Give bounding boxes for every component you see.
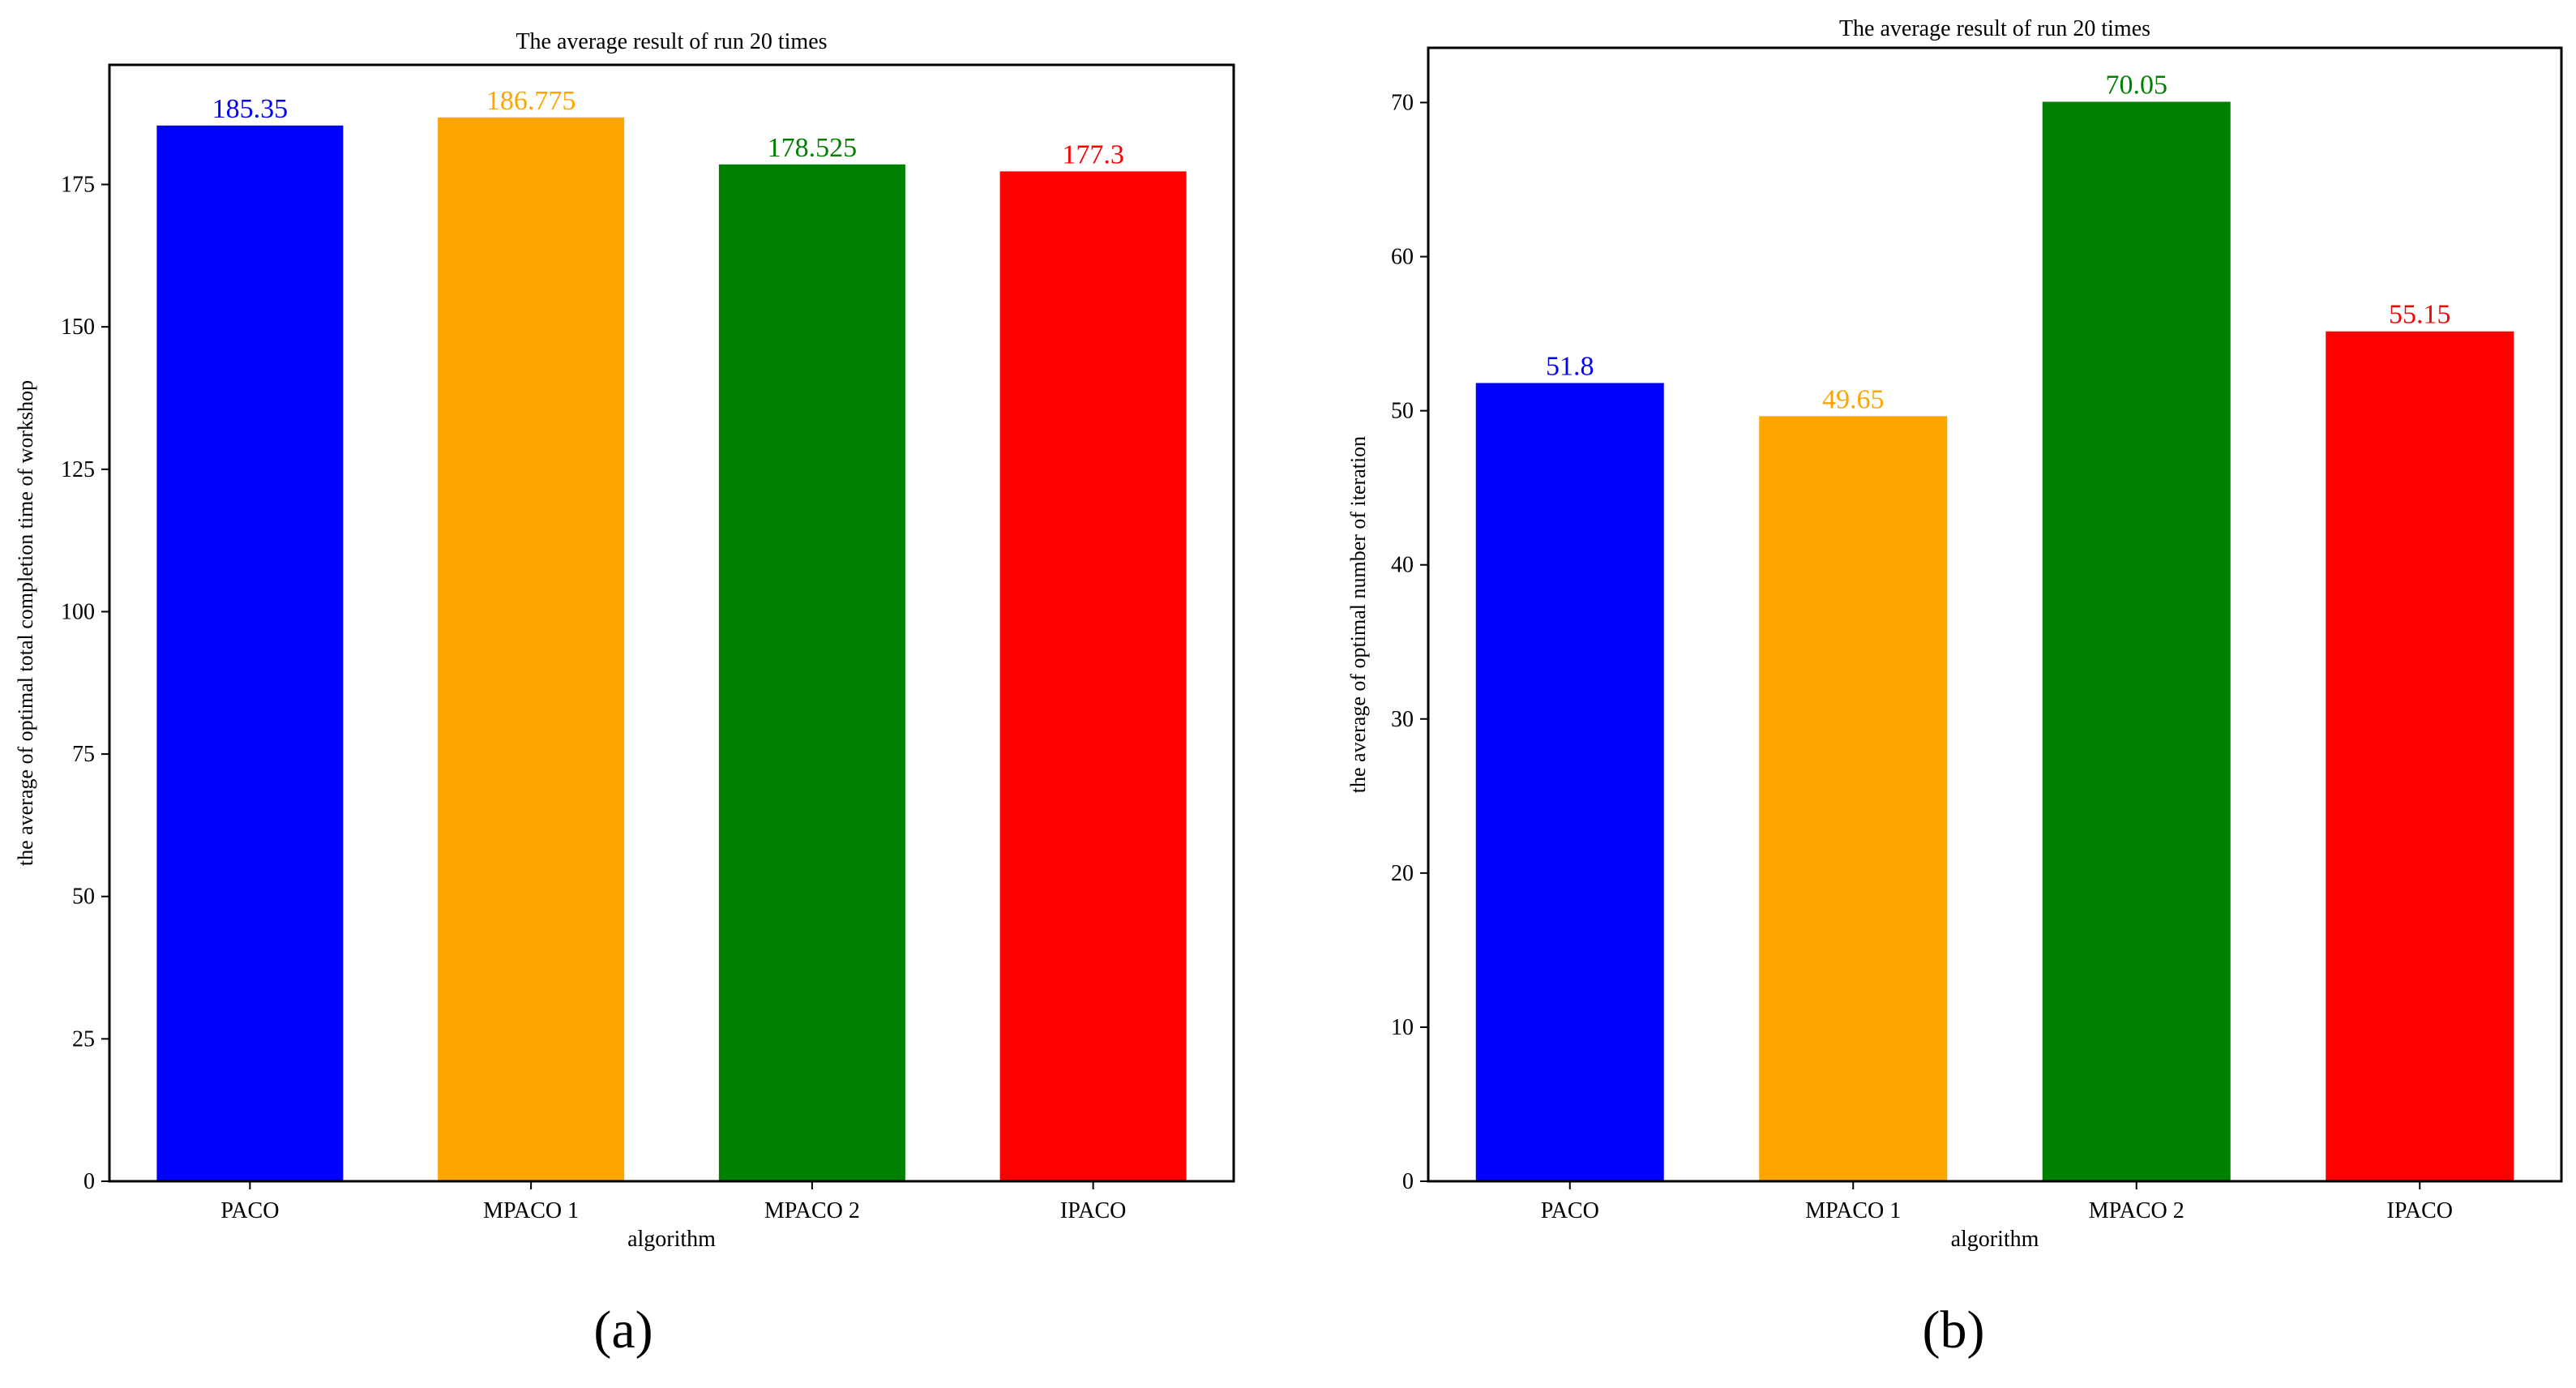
bar-mpaco-1 [1759,416,1948,1181]
data-label: 177.3 [1062,139,1124,169]
y-tick-label: 25 [72,1026,95,1052]
y-tick-label: 0 [1402,1169,1414,1194]
chart-b: The average result of run 20 times 51.8 PA… [1346,16,2563,1252]
y-axis-label: the average of optimal number of iterati… [1346,436,1370,793]
y-tick-label: 0 [83,1169,95,1194]
y-tick-label: 10 [1391,1015,1414,1040]
bar-mpaco-1 [438,117,625,1182]
panel-label-b: (b) [1923,1300,1985,1360]
data-label: 55.15 [2389,300,2451,330]
bar-ipaco [2326,331,2514,1182]
data-label: 51.8 [1546,351,1594,381]
bar-ipaco [999,171,1187,1181]
y-tick-label: 125 [61,457,95,482]
data-label: 186.775 [486,86,576,116]
x-tick-label: MPACO 2 [764,1198,860,1223]
bar-paco [156,125,344,1182]
y-tick-label: 75 [72,742,95,767]
bar-mpaco-2 [718,164,905,1182]
y-tick-label: 70 [1391,90,1414,115]
x-axis-label: algorithm [627,1227,716,1252]
bar-paco [1475,383,1664,1181]
y-tick-label: 20 [1391,861,1414,886]
y-tick-label: 40 [1391,553,1414,578]
chart-title: The average result of run 20 times [516,29,827,54]
x-tick-label: IPACO [2387,1198,2453,1223]
plot-frame [1427,46,2563,1183]
plot-frame [108,63,1235,1183]
x-axis-label: algorithm [1951,1227,2039,1252]
y-tick-label: 50 [72,885,95,910]
y-tick-label: 175 [61,173,95,198]
data-label: 185.35 [212,94,289,124]
chart-title: The average result of run 20 times [1839,16,2150,41]
panel-label-a: (a) [593,1300,653,1360]
x-tick-label: MPACO 1 [483,1198,579,1223]
data-label: 49.65 [1822,384,1885,414]
chart-a: The average result of run 20 times 185.35… [14,29,1235,1252]
data-label: 178.525 [768,133,858,163]
y-tick-label: 100 [61,599,95,624]
x-tick-label: PACO [220,1198,279,1223]
y-axis-label: the average of optimal total completion … [14,380,37,866]
y-tick-label: 30 [1391,707,1414,732]
y-tick-label: 50 [1391,399,1414,424]
data-label: 70.05 [2106,71,2168,101]
x-tick-label: PACO [1541,1198,1599,1223]
x-tick-label: IPACO [1060,1198,1126,1223]
bar-mpaco-2 [2042,101,2231,1182]
x-tick-label: MPACO 2 [2089,1198,2184,1223]
x-tick-label: MPACO 1 [1805,1198,1901,1223]
y-tick-label: 150 [61,315,95,340]
y-tick-label: 60 [1391,245,1414,270]
